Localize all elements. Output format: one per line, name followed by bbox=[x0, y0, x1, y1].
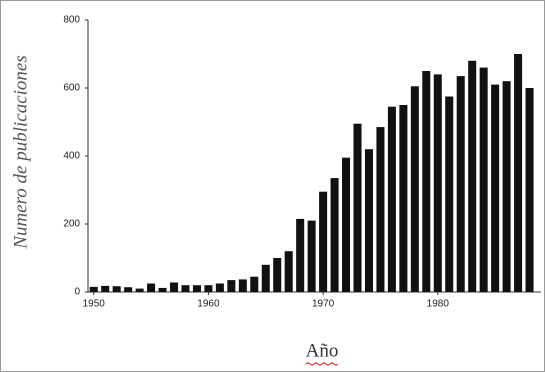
bar bbox=[89, 286, 98, 292]
bar bbox=[215, 283, 224, 292]
bar bbox=[342, 157, 351, 292]
bar bbox=[422, 71, 431, 292]
bar bbox=[124, 287, 133, 292]
bar bbox=[135, 288, 144, 292]
bar bbox=[491, 84, 500, 292]
x-tick-label: 1980 bbox=[427, 299, 450, 310]
y-tick-label: 600 bbox=[63, 83, 80, 94]
bar bbox=[181, 285, 190, 292]
bar bbox=[433, 74, 442, 293]
bar bbox=[284, 251, 293, 292]
bar bbox=[502, 81, 511, 292]
bar bbox=[479, 67, 488, 292]
bar bbox=[364, 149, 373, 292]
bar bbox=[273, 258, 282, 292]
x-tick-label: 1970 bbox=[312, 299, 335, 310]
spellcheck-underline bbox=[305, 362, 339, 366]
bar bbox=[261, 264, 270, 292]
bar bbox=[169, 282, 179, 292]
bar bbox=[376, 127, 385, 292]
x-tick-label: 1950 bbox=[83, 299, 106, 310]
bar bbox=[399, 105, 408, 292]
bar bbox=[410, 86, 419, 292]
y-tick-label: 800 bbox=[63, 15, 80, 26]
bar bbox=[147, 283, 156, 292]
bar bbox=[112, 286, 121, 292]
bar bbox=[514, 54, 523, 292]
bar bbox=[445, 96, 454, 292]
bar bbox=[250, 276, 259, 292]
bar bbox=[101, 285, 110, 292]
bar bbox=[353, 123, 362, 292]
y-tick-label: 400 bbox=[63, 151, 80, 162]
bar bbox=[468, 60, 477, 292]
bar bbox=[204, 285, 213, 292]
bar bbox=[238, 279, 247, 292]
x-tick-label: 1960 bbox=[197, 299, 220, 310]
bar bbox=[319, 191, 328, 292]
bar bbox=[192, 285, 201, 292]
y-tick-label: 0 bbox=[74, 287, 80, 298]
y-axis-label: Numero de publicaciones bbox=[10, 55, 31, 249]
bar bbox=[227, 280, 236, 292]
bar bbox=[307, 220, 316, 292]
bar bbox=[158, 287, 167, 292]
bar bbox=[456, 76, 465, 292]
x-axis-label: Año bbox=[306, 340, 339, 361]
bar bbox=[296, 218, 305, 292]
bar bbox=[330, 178, 339, 292]
y-tick-label: 200 bbox=[63, 219, 80, 230]
bar bbox=[525, 88, 534, 292]
bar bbox=[387, 106, 396, 292]
